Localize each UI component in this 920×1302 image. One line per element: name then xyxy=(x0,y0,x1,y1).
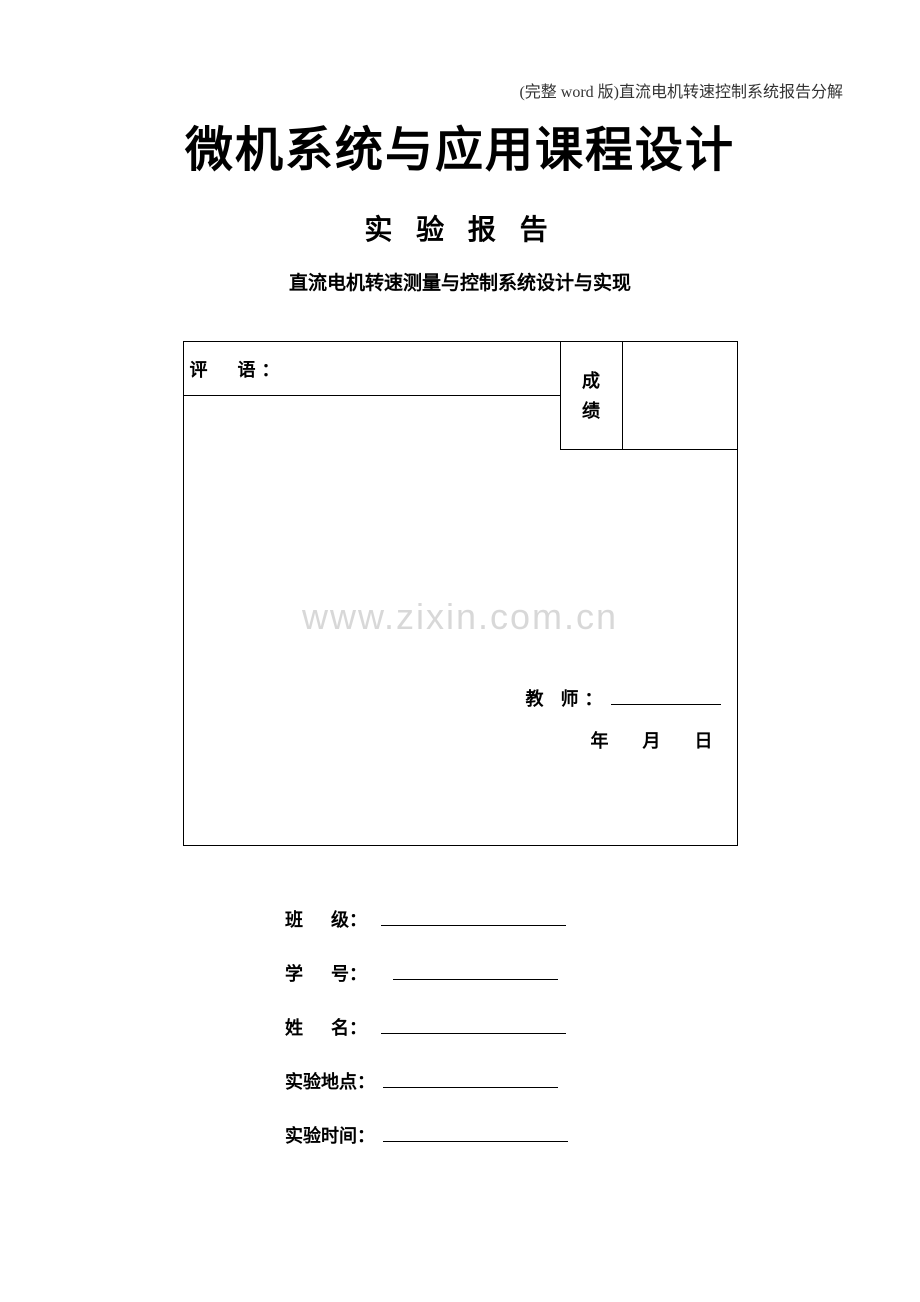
name-underline xyxy=(381,1033,566,1034)
name-label: 姓名： xyxy=(285,1014,381,1040)
studentid-label-suffix: 号： xyxy=(331,964,367,984)
class-label-char: 班 xyxy=(285,910,331,930)
class-label: 班级： xyxy=(285,906,381,932)
grade-char-2: 绩 xyxy=(582,396,600,426)
studentid-label: 学号： xyxy=(285,960,381,986)
class-label-suffix: 级： xyxy=(331,910,367,930)
time-label: 实验时间： xyxy=(285,1122,381,1148)
info-row-location: 实验地点： xyxy=(285,1068,843,1094)
location-label: 实验地点： xyxy=(285,1068,381,1094)
document-page: (完整 word 版)直流电机转速控制系统报告分解 微机系统与应用课程设计 实 … xyxy=(0,0,920,1302)
name-label-suffix: 名： xyxy=(331,1018,367,1038)
topic-title: 直流电机转速测量与控制系统设计与实现 xyxy=(77,268,843,295)
evaluation-box: 评 语： 成 绩 www.zixin.com.cn 教 师： 年 月 日 xyxy=(183,341,738,846)
studentid-label-char: 学 xyxy=(285,964,331,984)
info-row-time: 实验时间： xyxy=(285,1122,843,1148)
name-label-char: 姓 xyxy=(285,1018,331,1038)
comment-label: 评 语： xyxy=(184,342,560,396)
info-block: 班级： 学号： 姓名： 实验地点： 实验时间： xyxy=(285,906,843,1148)
grade-value-cell xyxy=(622,342,737,450)
teacher-line: 教 师： xyxy=(525,685,720,711)
header-note: (完整 word 版)直流电机转速控制系统报告分解 xyxy=(519,78,843,102)
studentid-underline xyxy=(393,979,558,980)
info-row-name: 姓名： xyxy=(285,1014,843,1040)
teacher-underline xyxy=(611,704,721,705)
grade-char-1: 成 xyxy=(582,366,600,396)
class-underline xyxy=(381,925,566,926)
info-row-class: 班级： xyxy=(285,906,843,932)
location-underline xyxy=(383,1087,558,1088)
teacher-label: 教 师： xyxy=(525,685,608,711)
info-row-studentid: 学号： xyxy=(285,960,843,986)
time-underline xyxy=(383,1141,568,1142)
grade-label-cell: 成 绩 xyxy=(560,342,622,450)
watermark-text: www.zixin.com.cn xyxy=(184,596,737,638)
main-title: 微机系统与应用课程设计 xyxy=(77,110,843,180)
sub-title: 实 验 报 告 xyxy=(77,208,843,248)
date-line: 年 月 日 xyxy=(591,727,721,753)
